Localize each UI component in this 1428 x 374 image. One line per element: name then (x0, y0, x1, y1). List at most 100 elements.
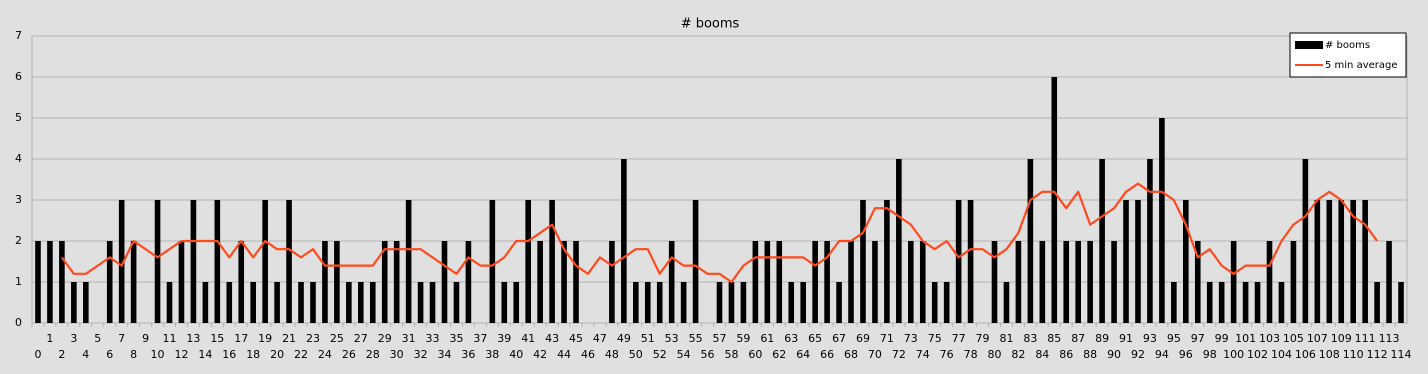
x-tick-label: 84 (1035, 348, 1049, 361)
x-tick-label: 15 (210, 332, 224, 345)
x-tick-label: 95 (1167, 332, 1181, 345)
x-tick-label: 41 (521, 332, 535, 345)
bar (752, 241, 759, 323)
x-tick-label: 108 (1319, 348, 1340, 361)
bar (214, 200, 221, 323)
bar (405, 200, 412, 323)
x-tick-label: 73 (904, 332, 918, 345)
bar (812, 241, 818, 323)
x-tick-label: 82 (1011, 348, 1025, 361)
x-tick-label: 102 (1247, 348, 1268, 361)
bar (1027, 159, 1034, 323)
y-tick-label: 0 (15, 316, 22, 329)
bar (166, 282, 173, 323)
x-tick-label: 31 (402, 332, 416, 345)
x-tick-label: 81 (999, 332, 1013, 345)
x-tick-label: 2 (58, 348, 65, 361)
x-tick-label: 100 (1223, 348, 1244, 361)
x-tick-label: 60 (748, 348, 762, 361)
x-tick-label: 13 (186, 332, 200, 345)
x-tick-label: 94 (1155, 348, 1169, 361)
x-tick-label: 97 (1191, 332, 1205, 345)
bar (274, 282, 280, 323)
x-tick-label: 70 (868, 348, 882, 361)
bar (537, 241, 543, 323)
y-tick-label: 6 (15, 70, 22, 83)
bar (1338, 200, 1345, 323)
bar (788, 282, 795, 323)
x-tick-label: 10 (151, 348, 165, 361)
bar (1051, 77, 1058, 323)
x-tick-label: 40 (509, 348, 523, 361)
bar (1278, 282, 1285, 323)
x-tick-label: 37 (473, 332, 487, 345)
bar (716, 282, 723, 323)
bar (83, 282, 89, 323)
x-tick-label: 21 (282, 332, 296, 345)
x-tick-label: 8 (130, 348, 137, 361)
x-tick-label: 74 (916, 348, 930, 361)
x-tick-label: 35 (449, 332, 463, 345)
x-tick-label: 4 (82, 348, 89, 361)
x-tick-label: 79 (976, 332, 990, 345)
bar (1374, 282, 1380, 323)
bar (896, 159, 902, 323)
bar (764, 241, 771, 323)
bar (1218, 282, 1225, 323)
x-tick-label: 33 (426, 332, 440, 345)
legend-label: # booms (1325, 40, 1370, 51)
x-tick-label: 48 (605, 348, 619, 361)
bar (740, 282, 747, 323)
bar (1254, 282, 1261, 323)
x-tick-label: 56 (701, 348, 715, 361)
x-tick-label: 105 (1283, 332, 1304, 345)
bar (967, 200, 974, 323)
bar (322, 241, 328, 323)
x-tick-label: 6 (106, 348, 113, 361)
bar (644, 282, 651, 323)
bar (609, 241, 615, 323)
bar (286, 200, 292, 323)
x-tick-label: 54 (677, 348, 691, 361)
x-tick-label: 23 (306, 332, 320, 345)
bar (130, 241, 137, 323)
x-tick-label: 77 (952, 332, 966, 345)
bar (848, 241, 854, 323)
bar (1350, 200, 1356, 323)
x-tick-label: 26 (342, 348, 356, 361)
bar (465, 241, 472, 323)
bar (441, 241, 448, 323)
x-tick-label: 96 (1179, 348, 1193, 361)
legend-label: 5 min average (1325, 60, 1398, 71)
bar (369, 282, 376, 323)
bar (190, 200, 197, 323)
y-tick-label: 1 (15, 275, 22, 288)
x-tick-label: 75 (928, 332, 942, 345)
bar (310, 282, 316, 323)
x-tick-label: 109 (1331, 332, 1352, 345)
x-tick-label: 29 (378, 332, 392, 345)
plot-area (31, 35, 1408, 324)
x-tick-label: 112 (1367, 348, 1388, 361)
x-tick-label: 106 (1295, 348, 1316, 361)
bar (513, 282, 520, 323)
x-tick-label: 92 (1131, 348, 1145, 361)
bar (1183, 200, 1189, 323)
x-tick-label: 59 (736, 332, 750, 345)
x-tick-label: 91 (1119, 332, 1133, 345)
bar (1386, 241, 1392, 323)
x-tick-label: 0 (34, 348, 41, 361)
bar (1123, 200, 1129, 323)
bar (250, 282, 256, 323)
x-tick-label: 18 (246, 348, 260, 361)
bar (429, 282, 436, 323)
bar (1171, 282, 1177, 323)
x-tick-label: 24 (318, 348, 332, 361)
bar (800, 282, 806, 323)
x-tick-label: 32 (414, 348, 428, 361)
bar (525, 200, 531, 323)
x-tick-label: 53 (665, 332, 679, 345)
bar (1290, 241, 1297, 323)
bar (680, 282, 687, 323)
bar (633, 282, 639, 323)
